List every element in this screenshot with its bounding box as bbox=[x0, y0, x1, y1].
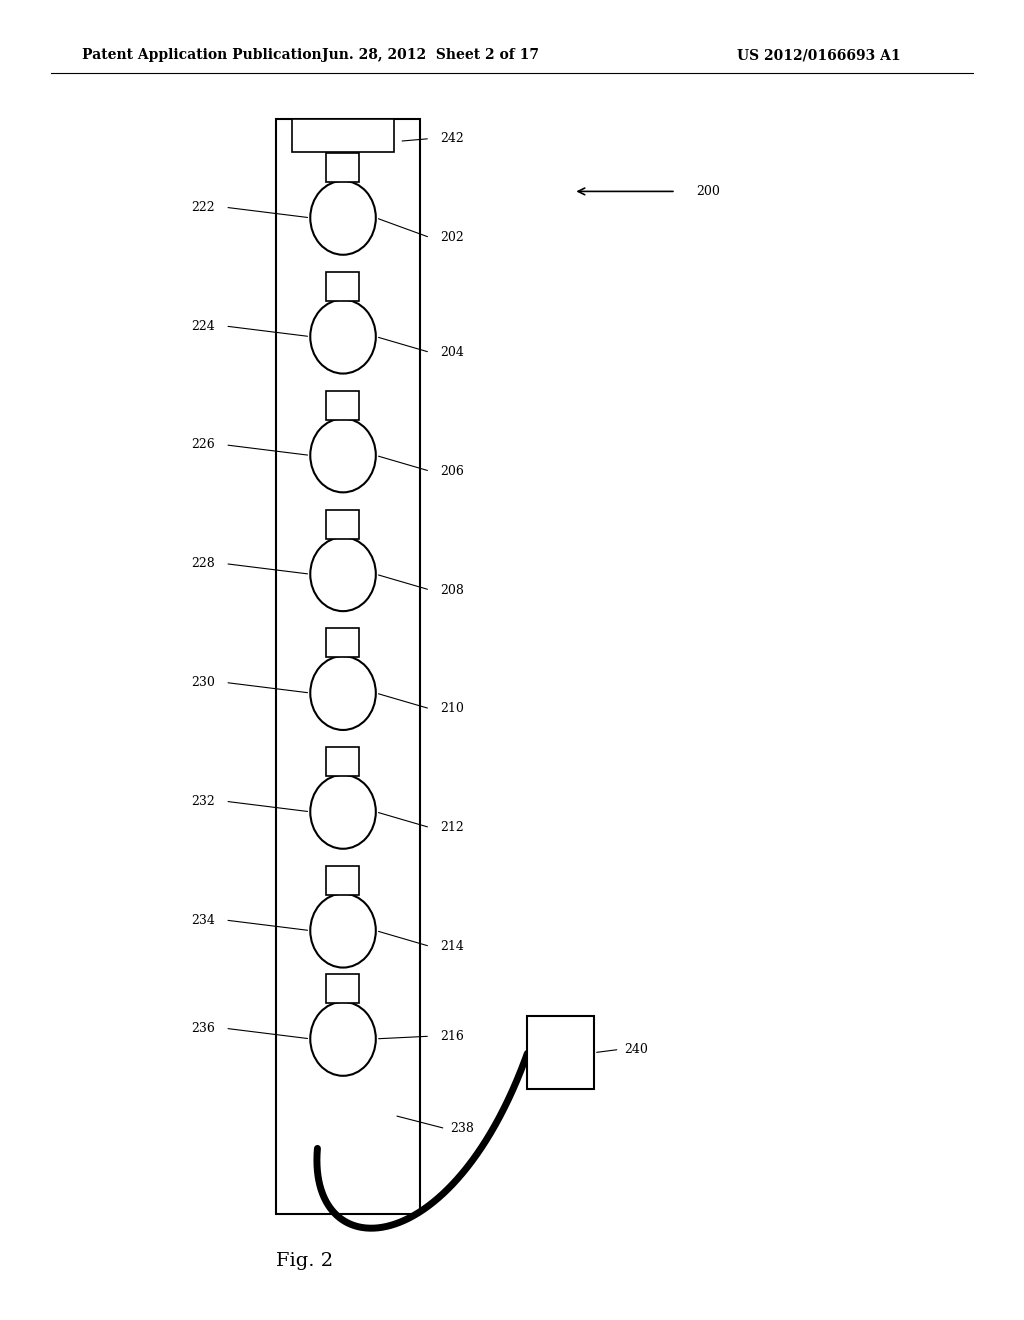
Text: 216: 216 bbox=[440, 1030, 464, 1043]
Text: 224: 224 bbox=[191, 319, 215, 333]
Ellipse shape bbox=[310, 300, 376, 374]
Text: 212: 212 bbox=[440, 821, 464, 834]
Text: 204: 204 bbox=[440, 346, 464, 359]
Bar bbox=[326, 272, 359, 301]
Text: Patent Application Publication: Patent Application Publication bbox=[82, 49, 322, 62]
Ellipse shape bbox=[310, 894, 376, 968]
Text: 222: 222 bbox=[191, 201, 215, 214]
Ellipse shape bbox=[310, 418, 376, 492]
Bar bbox=[527, 1016, 594, 1089]
Bar bbox=[326, 747, 359, 776]
Bar bbox=[326, 628, 359, 657]
Text: 232: 232 bbox=[191, 795, 215, 808]
Bar bbox=[326, 866, 359, 895]
Ellipse shape bbox=[310, 537, 376, 611]
Text: 228: 228 bbox=[191, 557, 215, 570]
Text: 200: 200 bbox=[696, 185, 720, 198]
Ellipse shape bbox=[310, 1002, 376, 1076]
Text: 230: 230 bbox=[191, 676, 215, 689]
Text: 208: 208 bbox=[440, 583, 464, 597]
Ellipse shape bbox=[310, 181, 376, 255]
Bar bbox=[326, 153, 359, 182]
Text: 240: 240 bbox=[625, 1043, 648, 1056]
Ellipse shape bbox=[310, 656, 376, 730]
Text: Fig. 2: Fig. 2 bbox=[276, 1251, 334, 1270]
Ellipse shape bbox=[310, 775, 376, 849]
Text: 234: 234 bbox=[191, 913, 215, 927]
Text: 236: 236 bbox=[191, 1022, 215, 1035]
Bar bbox=[326, 974, 359, 1003]
Bar bbox=[276, 119, 420, 1214]
Bar bbox=[292, 119, 394, 152]
Text: Jun. 28, 2012  Sheet 2 of 17: Jun. 28, 2012 Sheet 2 of 17 bbox=[322, 49, 539, 62]
Bar bbox=[326, 510, 359, 539]
Text: 226: 226 bbox=[191, 438, 215, 451]
Text: 206: 206 bbox=[440, 465, 464, 478]
Text: 242: 242 bbox=[440, 132, 464, 145]
Text: 214: 214 bbox=[440, 940, 464, 953]
Text: US 2012/0166693 A1: US 2012/0166693 A1 bbox=[737, 49, 901, 62]
Bar bbox=[326, 391, 359, 420]
Text: 210: 210 bbox=[440, 702, 464, 715]
Text: 202: 202 bbox=[440, 231, 464, 244]
Text: 238: 238 bbox=[451, 1122, 474, 1135]
